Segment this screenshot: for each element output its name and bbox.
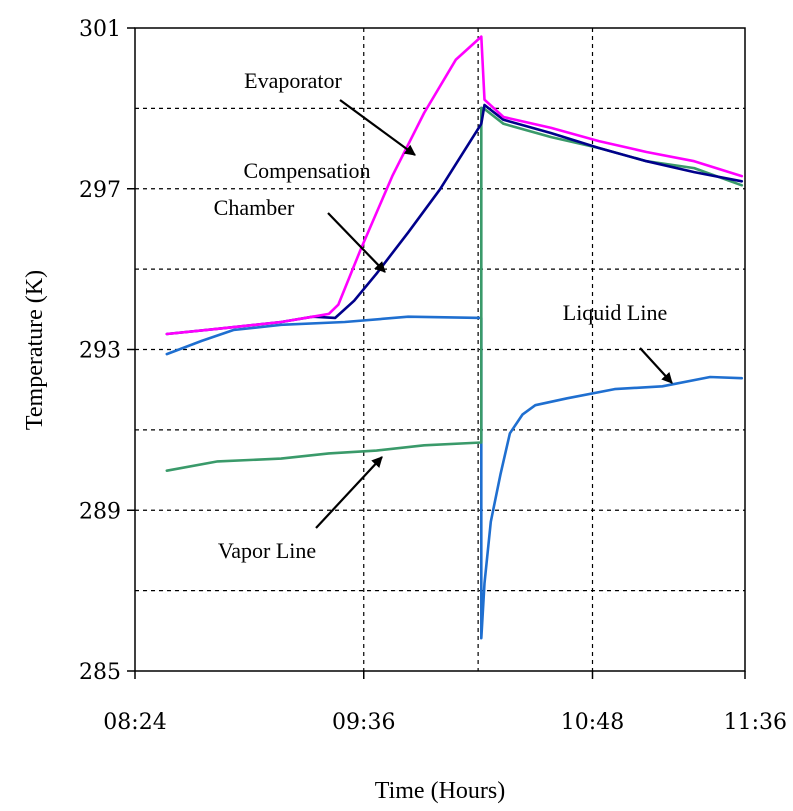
y-tick-label: 293 [79, 339, 121, 364]
x-tick-label: 08:24 [103, 710, 166, 735]
x-axis-title: Time (Hours) [375, 778, 505, 804]
y-tick-label: 301 [79, 17, 121, 42]
y-tick-label: 297 [79, 178, 121, 203]
y-axis-title: Temperature (K) [22, 270, 48, 430]
annotation-arrow [339, 99, 416, 156]
x-tick-label: 09:36 [332, 710, 395, 735]
annotation-label: Liquid Line [563, 300, 667, 325]
annotations: Evaporator Compensation Chamber Liquid Line… [214, 68, 673, 563]
annotation-label: Chamber [214, 195, 295, 220]
annotation-label: Evaporator [244, 68, 342, 93]
x-tick-label: 10:48 [561, 710, 624, 735]
annotation-label: Vapor Line [218, 538, 316, 563]
annotation-arrow [327, 212, 386, 273]
series-line-evaporator [165, 35, 744, 336]
gridlines [135, 28, 745, 671]
series-line-liquid-line [165, 315, 744, 640]
annotation-label: Compensation [243, 158, 370, 183]
y-tick-label: 285 [79, 660, 121, 685]
x-tick-label: 11:36 [724, 710, 787, 735]
y-tick-label: 289 [79, 499, 121, 524]
tick-labels: 285 289 293 297 301 08:24 09:36 10:48 11:36 [79, 17, 787, 735]
series-layer [165, 35, 744, 640]
annotation-arrow [315, 456, 383, 529]
annotation-arrow [639, 347, 673, 384]
